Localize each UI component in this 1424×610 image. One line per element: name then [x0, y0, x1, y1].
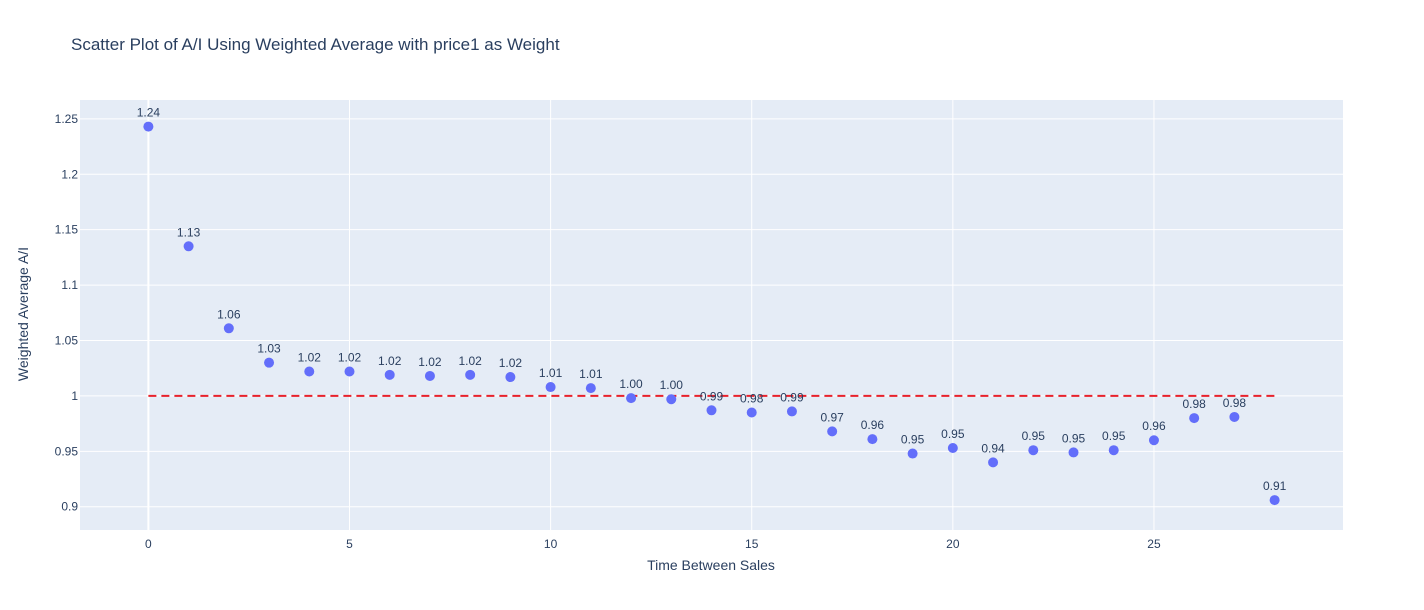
data-label: 1.02	[298, 351, 322, 365]
data-point	[907, 448, 918, 459]
data-label: 0.95	[1062, 431, 1086, 445]
data-labels: 1.24 1.13 1.06 1.03 1.02 1.02 1.02 1.02 1.02 1.02…	[137, 106, 1287, 493]
data-label: 0.97	[820, 410, 844, 424]
data-point	[706, 405, 717, 416]
data-label: 1.01	[579, 367, 603, 381]
data-point	[585, 383, 596, 394]
data-point	[344, 366, 355, 377]
data-point	[1028, 445, 1039, 456]
x-axis-ticks: 0 5 10 15 20 25	[145, 537, 1161, 551]
data-label: 0.99	[700, 389, 724, 403]
data-label: 0.95	[901, 433, 925, 447]
data-point	[384, 369, 395, 380]
data-point	[988, 457, 999, 468]
data-point	[1189, 413, 1200, 424]
plot-area	[80, 100, 1343, 530]
data-point	[1068, 447, 1079, 458]
data-point	[223, 323, 234, 334]
data-label: 1.13	[177, 225, 201, 239]
x-tick-label: 25	[1147, 537, 1161, 551]
y-tick-label: 1.15	[55, 223, 79, 237]
data-label: 1.02	[418, 355, 442, 369]
data-label: 1.00	[660, 378, 684, 392]
data-label: 1.03	[257, 342, 281, 356]
y-tick-label: 0.95	[55, 444, 79, 458]
x-tick-label: 15	[745, 537, 759, 551]
data-label: 0.91	[1263, 479, 1287, 493]
y-tick-label: 1.1	[61, 278, 78, 292]
data-label: 0.98	[1182, 397, 1206, 411]
data-point	[1229, 411, 1240, 422]
data-label: 1.02	[499, 356, 523, 370]
data-label: 0.99	[780, 390, 804, 404]
data-point	[183, 241, 194, 252]
data-point	[304, 366, 315, 377]
y-tick-label: 0.9	[61, 500, 78, 514]
data-label: 0.95	[941, 427, 965, 441]
data-point	[1269, 495, 1280, 506]
data-label: 1.00	[619, 377, 643, 391]
data-point	[505, 372, 516, 383]
data-label: 1.02	[338, 351, 362, 365]
data-point	[264, 357, 275, 368]
data-label: 1.02	[378, 354, 402, 368]
y-tick-label: 1.2	[61, 167, 78, 181]
data-point	[1108, 445, 1119, 456]
y-tick-label: 1.25	[55, 112, 79, 126]
data-label: 0.95	[1022, 429, 1046, 443]
data-label: 1.24	[137, 106, 161, 120]
x-tick-label: 0	[145, 537, 152, 551]
y-axis-ticks: 0.9 0.95 1 1.05 1.1 1.15 1.2 1.25	[55, 112, 79, 514]
chart-title: Scatter Plot of A/I Using Weighted Avera…	[71, 35, 560, 54]
y-axis-title: Weighted Average A/I	[15, 247, 31, 381]
data-label: 0.96	[1142, 419, 1166, 433]
data-point	[867, 434, 878, 445]
data-point	[545, 382, 556, 393]
x-tick-label: 20	[946, 537, 960, 551]
data-label: 0.95	[1102, 429, 1126, 443]
data-label: 0.98	[740, 392, 764, 406]
data-point	[947, 442, 958, 453]
x-tick-label: 10	[544, 537, 558, 551]
data-label: 0.94	[981, 441, 1005, 455]
data-label: 0.98	[1223, 396, 1247, 410]
x-tick-label: 5	[346, 537, 353, 551]
data-label: 1.02	[458, 354, 482, 368]
y-tick-label: 1	[71, 389, 78, 403]
data-label: 0.96	[861, 418, 885, 432]
data-point	[746, 407, 757, 418]
data-point	[143, 121, 154, 132]
data-label: 1.01	[539, 366, 563, 380]
data-point	[666, 394, 677, 405]
data-label: 1.06	[217, 307, 241, 321]
x-axis-title: Time Between Sales	[647, 557, 775, 573]
data-point	[465, 369, 476, 380]
data-point	[786, 406, 797, 417]
data-point	[626, 393, 637, 404]
data-point	[1148, 435, 1159, 446]
data-points	[143, 121, 1280, 506]
y-tick-label: 1.05	[55, 333, 79, 347]
data-point	[827, 426, 838, 437]
data-point	[424, 370, 435, 381]
